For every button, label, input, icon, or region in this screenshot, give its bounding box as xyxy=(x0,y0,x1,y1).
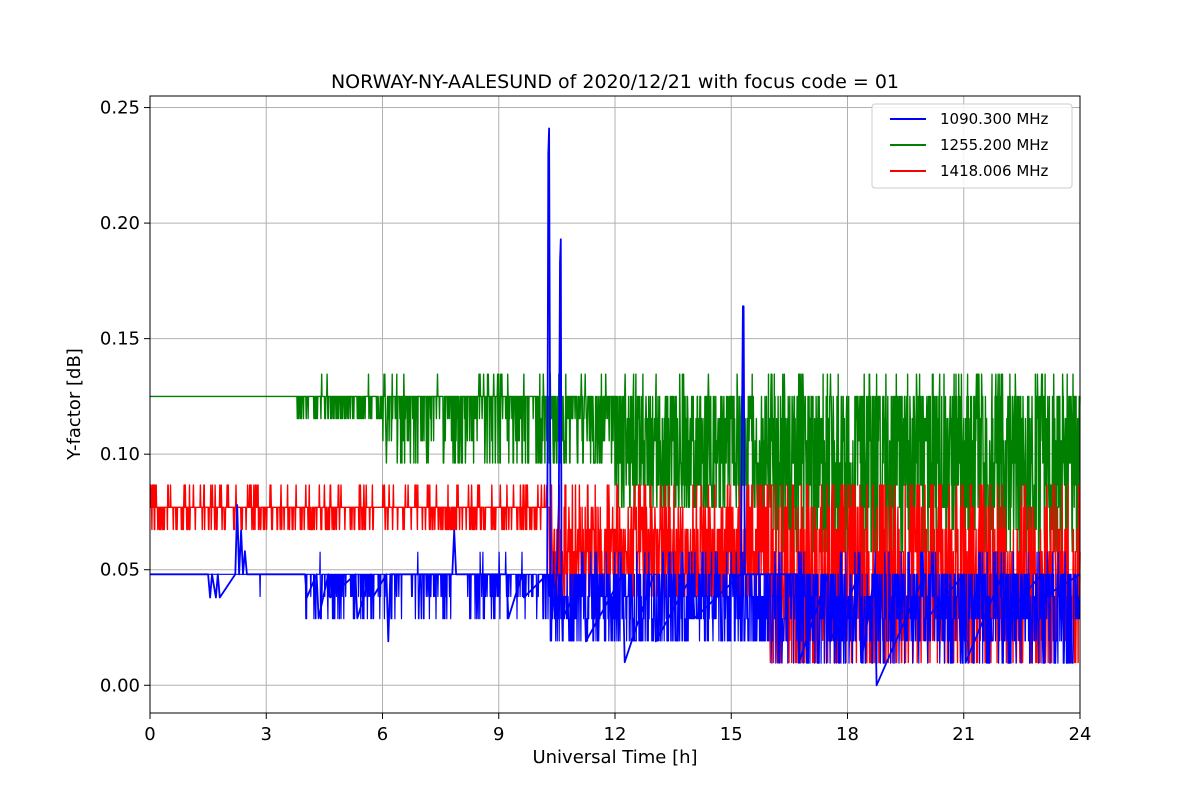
legend-label-1255: 1255.200 MHz xyxy=(940,136,1049,154)
x-tick-label: 9 xyxy=(493,724,504,745)
series-layer xyxy=(149,127,1081,687)
y-axis-title: Y-factor [dB] xyxy=(64,348,85,461)
y-tick-label: 0.15 xyxy=(100,329,140,350)
y-tick-label: 0.10 xyxy=(100,444,140,465)
legend-label-1090: 1090.300 MHz xyxy=(940,110,1049,128)
x-tick-label: 0 xyxy=(144,724,155,745)
x-tick-label: 18 xyxy=(836,724,859,745)
legend-box xyxy=(871,103,1073,189)
y-tick-label: 0.00 xyxy=(100,675,140,696)
legend: 1090.300 MHz 1255.200 MHz 1418.006 MHz xyxy=(871,103,1073,189)
x-tick-label: 6 xyxy=(377,724,388,745)
x-axis-title: Universal Time [h] xyxy=(532,747,697,768)
series-line-1255 xyxy=(149,373,1081,553)
y-tick-label: 0.05 xyxy=(100,560,140,581)
x-tick-label: 21 xyxy=(952,724,975,745)
x-tick-label: 24 xyxy=(1069,724,1092,745)
x-tick-label: 3 xyxy=(261,724,272,745)
y-tick-label: 0.20 xyxy=(100,213,140,234)
x-tick-label: 12 xyxy=(604,724,627,745)
x-tick-label: 15 xyxy=(720,724,743,745)
series-line-1090 xyxy=(150,127,1081,687)
tick-layer: 0 3 6 9 12 15 18 21 24 0.00 0.05 0.10 0.15 0.20 0.25 xyxy=(100,98,1092,745)
chart-title: NORWAY-NY-AALESUND of 2020/12/21 with fo… xyxy=(331,71,899,93)
legend-label-1418: 1418.006 MHz xyxy=(940,162,1049,180)
y-tick-label: 0.25 xyxy=(100,98,140,119)
